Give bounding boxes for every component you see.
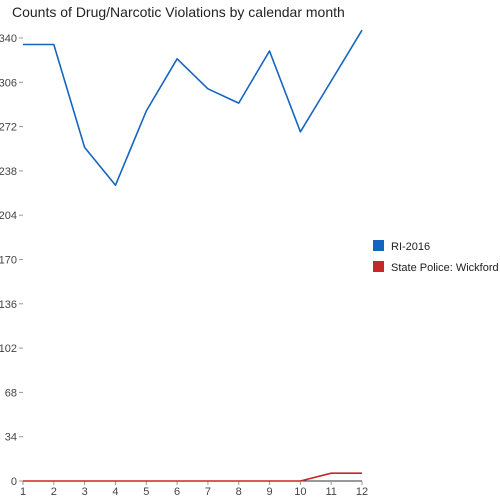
legend-label-2: State Police: Wickford	[391, 262, 499, 274]
chart-title: Counts of Drug/Narcotic Violations by ca…	[12, 4, 345, 20]
x-tick-label: 11	[325, 486, 336, 498]
x-tick-label: 4	[112, 486, 118, 498]
x-tick-label: 8	[236, 486, 242, 498]
y-tick-label: 102	[0, 343, 17, 355]
y-tick-label: 136	[0, 299, 17, 311]
x-tick-label: 3	[82, 486, 88, 498]
y-tick-label: 0	[11, 476, 17, 488]
legend-swatch-2	[373, 261, 384, 272]
y-tick-label: 34	[5, 432, 17, 444]
x-tick-label: 2	[51, 486, 57, 498]
y-tick-label: 170	[0, 255, 17, 267]
y-tick-label: 68	[5, 387, 17, 399]
x-tick-label: 7	[205, 486, 211, 498]
y-tick-label: 306	[0, 77, 17, 89]
legend-label-1: RI-2016	[391, 241, 430, 253]
series-line-1	[23, 29, 363, 186]
x-tick-label: 12	[356, 486, 368, 498]
y-tick-label: 272	[0, 122, 17, 134]
legend-swatch-1	[373, 240, 384, 251]
x-tick-label: 9	[266, 486, 272, 498]
x-tick-label: 5	[143, 486, 149, 498]
x-tick-label: 1	[20, 486, 26, 498]
x-tick-label: 10	[294, 486, 306, 498]
y-tick-label: 204	[0, 210, 17, 222]
y-tick-label: 340	[0, 33, 17, 45]
y-tick-label: 238	[0, 166, 17, 178]
series-line-2	[23, 472, 362, 482]
x-tick-label: 6	[174, 486, 180, 498]
legend: RI-2016 State Police: Wickford	[373, 240, 499, 274]
